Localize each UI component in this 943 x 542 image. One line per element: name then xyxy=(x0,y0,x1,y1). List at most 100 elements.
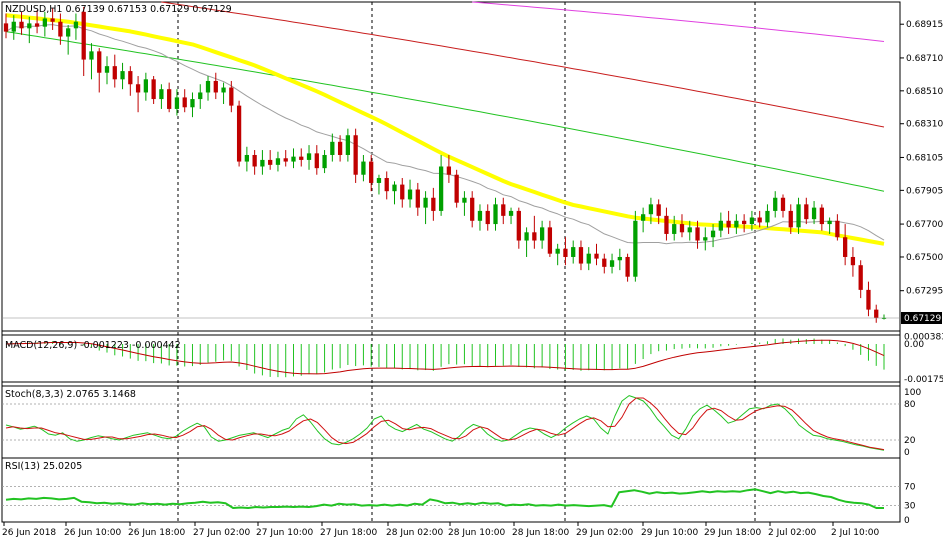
candle-12 xyxy=(97,48,102,93)
stoch-tick-label-2: 20 xyxy=(904,436,916,446)
candle-61 xyxy=(477,204,483,231)
candle-body xyxy=(703,237,708,241)
candle-27 xyxy=(213,72,218,100)
time-tick-label-4: 27 Jun 10:00 xyxy=(256,528,313,538)
candle-26 xyxy=(205,76,211,101)
green-moving-average xyxy=(5,31,885,192)
rsi-tick-label-0: 70 xyxy=(904,482,916,492)
rsi-panel[interactable] xyxy=(2,485,900,509)
candle-body xyxy=(866,289,871,310)
candle-body xyxy=(190,99,195,108)
candle-body xyxy=(291,156,296,162)
candle-35 xyxy=(275,151,281,172)
candle-48 xyxy=(376,174,382,195)
candle-84 xyxy=(656,199,661,225)
candle-body xyxy=(330,141,335,155)
rsi-panel-title: RSI(13) 25.0205 xyxy=(5,461,83,472)
candle-body xyxy=(229,87,234,106)
candle-63 xyxy=(493,197,498,231)
candle-body xyxy=(718,220,723,231)
candle-body xyxy=(128,71,133,85)
time-tick-label-13: 2 Jul 10:00 xyxy=(831,528,880,538)
candle-58 xyxy=(454,169,459,208)
candle-body xyxy=(679,224,685,233)
candle-98 xyxy=(765,204,770,228)
candle-2 xyxy=(19,11,24,35)
candle-104 xyxy=(811,201,817,225)
candle-body xyxy=(423,197,428,208)
candle-body xyxy=(260,159,265,167)
candle-105 xyxy=(819,204,824,231)
candle-24 xyxy=(190,92,195,118)
candle-41 xyxy=(322,150,327,174)
candle-body xyxy=(431,197,436,211)
candle-87 xyxy=(679,214,685,238)
candle-45 xyxy=(353,128,358,183)
macd-panel[interactable] xyxy=(5,338,885,378)
candle-38 xyxy=(299,148,304,167)
candle-body xyxy=(796,204,801,228)
price-tick-label-3: 0.68310 xyxy=(906,120,943,130)
price-tick-label-5: 0.67905 xyxy=(906,186,943,196)
candle-body xyxy=(881,317,887,319)
price-tick-label-4: 0.68105 xyxy=(906,153,943,163)
price-tick-label-6: 0.67700 xyxy=(906,220,943,230)
candle-39 xyxy=(306,145,312,170)
stochastic-panel[interactable] xyxy=(2,395,900,451)
candle-17 xyxy=(135,76,141,113)
candle-body xyxy=(648,204,654,215)
price-tick-label-7: 0.67500 xyxy=(906,253,943,263)
candle-20 xyxy=(159,84,164,109)
candle-18 xyxy=(143,72,148,101)
candle-49 xyxy=(384,171,389,200)
candle-54 xyxy=(423,191,428,225)
candle-21 xyxy=(167,82,172,113)
candle-34 xyxy=(268,150,273,170)
candle-body xyxy=(765,210,770,223)
candle-body xyxy=(415,189,420,208)
candle-body xyxy=(81,11,86,60)
candle-64 xyxy=(501,197,506,225)
candle-body xyxy=(392,184,397,192)
time-tick-label-5: 27 Jun 18:00 xyxy=(320,528,377,538)
time-tick-label-9: 29 Jun 02:00 xyxy=(576,528,633,538)
price-tick-label-0: 0.68915 xyxy=(906,20,943,30)
candle-body xyxy=(555,248,560,254)
candle-79 xyxy=(617,248,622,271)
price-panel[interactable] xyxy=(2,1,900,323)
candle-42 xyxy=(330,133,335,162)
candle-5 xyxy=(42,11,47,37)
time-tick-label-3: 27 Jun 02:00 xyxy=(193,528,250,538)
candle-body xyxy=(664,215,669,234)
symbol-label: NZDUSD,H1 xyxy=(5,4,63,15)
candle-103 xyxy=(804,197,809,225)
candle-body xyxy=(695,227,700,241)
candle-body xyxy=(780,197,786,211)
candle-body xyxy=(384,178,389,192)
candle-body xyxy=(563,248,568,257)
candle-112 xyxy=(874,304,879,323)
candle-70 xyxy=(547,220,553,257)
candle-body xyxy=(182,97,187,108)
candle-19 xyxy=(151,76,156,104)
candle-body xyxy=(827,220,832,225)
candle-body xyxy=(532,232,537,241)
candle-body xyxy=(337,141,343,155)
candle-33 xyxy=(260,150,265,175)
candle-body xyxy=(438,166,444,211)
candle-body xyxy=(268,159,273,165)
candle-106 xyxy=(827,217,832,234)
price-tick-label-2: 0.68510 xyxy=(906,87,943,97)
candle-body xyxy=(625,256,630,277)
candle-25 xyxy=(198,84,203,109)
candle-57 xyxy=(446,154,452,183)
yellow-moving-average xyxy=(5,13,885,246)
candle-101 xyxy=(788,204,793,234)
candle-36 xyxy=(283,150,288,167)
candle-76 xyxy=(594,243,599,266)
candle-body xyxy=(640,214,646,221)
candle-body xyxy=(672,224,677,234)
candle-body xyxy=(446,166,452,175)
